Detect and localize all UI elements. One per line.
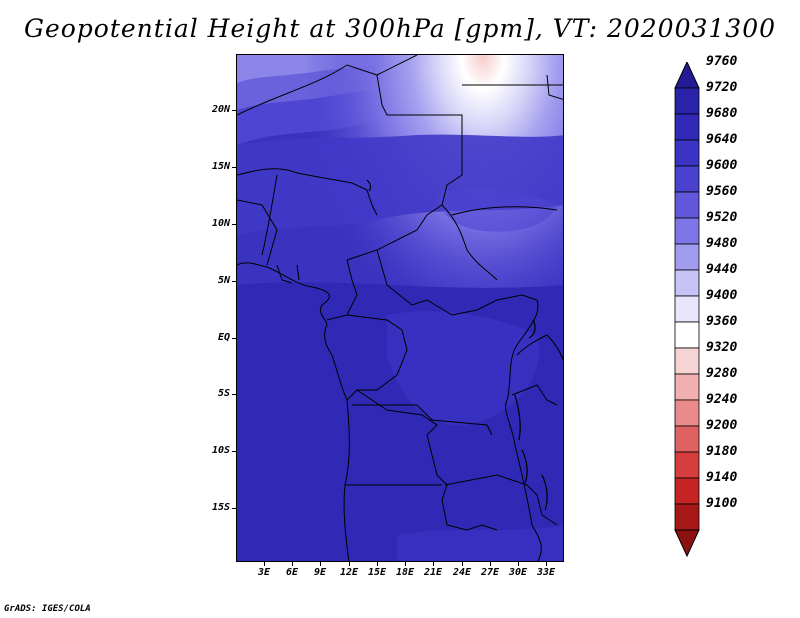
latitude-label: 20N [211, 104, 230, 115]
latitude-tick [232, 394, 236, 395]
grads-credit: GrADS: IGES/COLA [4, 604, 91, 614]
colorbar-label: 9200 [706, 418, 738, 433]
longitude-label: 30E [508, 567, 528, 578]
longitude-tick [433, 562, 434, 566]
colorbar-swatch [674, 347, 700, 375]
longitude-label: 9E [313, 567, 327, 578]
longitude-label: 12E [339, 567, 359, 578]
latitude-tick [232, 167, 236, 168]
colorbar-label: 9140 [706, 470, 738, 485]
latitude-tick [232, 338, 236, 339]
latitude-label: 10N [211, 218, 230, 229]
longitude-tick [518, 562, 519, 566]
colorbar-swatch [674, 269, 700, 297]
colorbar-label: 9720 [706, 80, 738, 95]
colorbar-label: 9760 [706, 54, 738, 69]
latitude-label: 15S [211, 502, 230, 513]
longitude-tick [490, 562, 491, 566]
longitude-tick [349, 562, 350, 566]
longitude-label: 33E [536, 567, 556, 578]
latitude-tick [232, 451, 236, 452]
colorbar-swatch [674, 503, 700, 531]
colorbar-swatch [674, 165, 700, 193]
colorbar-swatch [674, 321, 700, 349]
colorbar-swatch [674, 87, 700, 115]
longitude-tick [377, 562, 378, 566]
colorbar-label: 9680 [706, 106, 738, 121]
longitude-tick [292, 562, 293, 566]
colorbar-swatch [674, 139, 700, 167]
longitude-label: 18E [395, 567, 415, 578]
colorbar-label: 9320 [706, 340, 738, 355]
colorbar-label: 9480 [706, 236, 738, 251]
colorbar-label: 9600 [706, 158, 738, 173]
longitude-tick [320, 562, 321, 566]
longitude-label: 27E [480, 567, 500, 578]
colorbar-label: 9560 [706, 184, 738, 199]
colorbar-label: 9280 [706, 366, 738, 381]
latitude-tick [232, 281, 236, 282]
colorbar-swatch [674, 373, 700, 401]
latitude-tick [232, 508, 236, 509]
longitude-tick [462, 562, 463, 566]
longitude-label: 3E [257, 567, 271, 578]
map-plot-area [236, 54, 564, 562]
colorbar-top-arrow [674, 62, 700, 89]
latitude-tick [232, 224, 236, 225]
longitude-tick [264, 562, 265, 566]
geopotential-field [237, 55, 563, 561]
latitude-label: 5N [217, 275, 230, 286]
colorbar-swatch [674, 217, 700, 245]
latitude-label: 10S [211, 445, 230, 456]
longitude-label: 15E [367, 567, 387, 578]
colorbar-bottom-arrow [674, 529, 700, 558]
colorbar-label: 9640 [706, 132, 738, 147]
colorbar-swatch [674, 451, 700, 479]
colorbar-swatch [674, 399, 700, 427]
colorbar-swatch [674, 477, 700, 505]
colorbar-swatch [674, 191, 700, 219]
longitude-label: 24E [452, 567, 472, 578]
longitude-label: 21E [423, 567, 443, 578]
colorbar-swatch [674, 113, 700, 141]
colorbar-label: 9520 [706, 210, 738, 225]
colorbar-label: 9400 [706, 288, 738, 303]
longitude-tick [405, 562, 406, 566]
colorbar-swatch [674, 295, 700, 323]
colorbar-label: 9100 [706, 496, 738, 511]
colorbar-label: 9240 [706, 392, 738, 407]
colorbar-label: 9180 [706, 444, 738, 459]
colorbar-swatch [674, 243, 700, 271]
colorbar-label: 9440 [706, 262, 738, 277]
latitude-label: 5S [217, 388, 230, 399]
map-title: Geopotential Height at 300hPa [gpm], VT:… [23, 14, 777, 43]
latitude-label: 15N [211, 161, 230, 172]
longitude-tick [546, 562, 547, 566]
colorbar-label: 9360 [706, 314, 738, 329]
latitude-label: EQ [217, 332, 230, 343]
colorbar [674, 62, 700, 558]
longitude-label: 6E [285, 567, 299, 578]
colorbar-swatch [674, 425, 700, 453]
latitude-tick [232, 110, 236, 111]
